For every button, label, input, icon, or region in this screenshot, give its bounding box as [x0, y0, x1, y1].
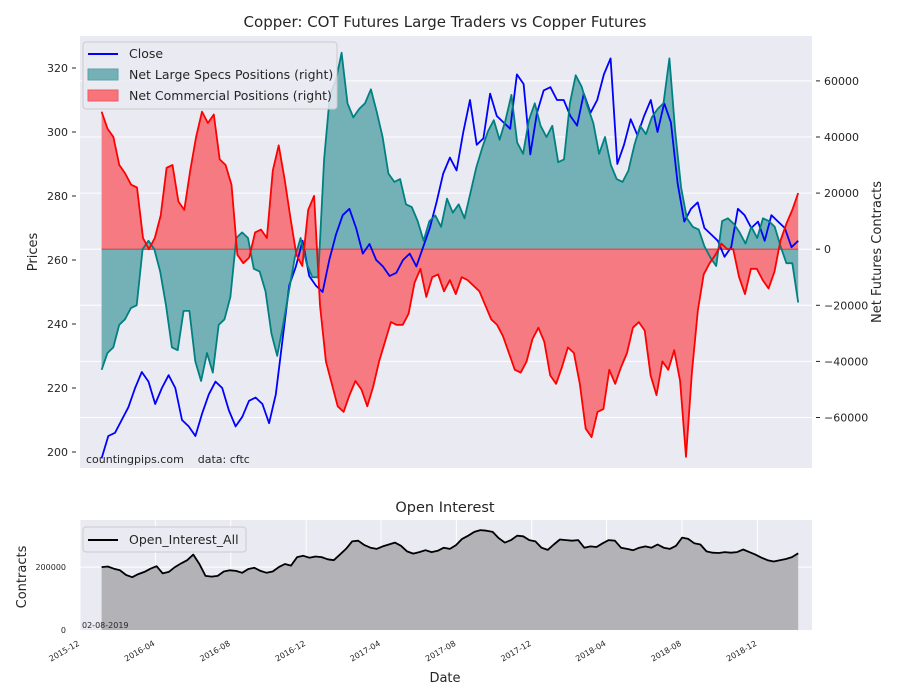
- ytick-label: 300: [47, 126, 68, 139]
- ytick-label: 220: [47, 382, 68, 395]
- top-yticks-right: −60000 −40000 −20000 0 20000 40000 60000: [816, 75, 868, 425]
- ytick-label: 200: [47, 446, 68, 459]
- legend-swatch-commercial: [87, 89, 119, 102]
- line-close: [100, 57, 799, 459]
- line-open-interest: [101, 529, 799, 579]
- ytick-right-label: 20000: [824, 187, 859, 200]
- top-yticks-left: 200 220 240 260 280 300 320: [47, 62, 76, 459]
- ytick-label: 260: [47, 254, 68, 267]
- legend-swatch-specs: [87, 68, 119, 81]
- bottom-yticks: 0 200000: [35, 563, 66, 635]
- bottom-legend: Open_Interest_All: [82, 526, 247, 553]
- top-chart-title: Copper: COT Futures Large Traders vs Cop…: [244, 13, 647, 31]
- ytick-right-label: −40000: [824, 355, 868, 368]
- ytick-right-label: −20000: [824, 299, 868, 312]
- bottom-ylabel: Contracts: [15, 545, 30, 608]
- legend-label-commercial: Net Commercial Positions (right): [129, 88, 332, 103]
- top-ylabel-left: Prices: [26, 233, 41, 272]
- xtick-label: 2017-04: [349, 639, 382, 664]
- line-net-large-specs: [100, 51, 800, 382]
- ytick-right-label: 40000: [824, 131, 859, 144]
- bottom-xlabel: Date: [429, 671, 460, 686]
- ytick-label: 200000: [35, 563, 66, 572]
- area-open-interest: [101, 530, 799, 630]
- legend-box: [82, 526, 247, 553]
- xtick-label: 2016-04: [123, 639, 156, 664]
- ytick-right-label: 60000: [824, 75, 859, 88]
- ytick-label: 0: [61, 626, 66, 635]
- ytick-label: 280: [47, 190, 68, 203]
- top-ylabel-right: Net Futures Contracts: [870, 181, 885, 323]
- xtick-label: 2017-08: [424, 639, 457, 664]
- bottom-fill: [101, 530, 799, 630]
- xtick-label: 2015-12: [48, 639, 81, 664]
- xtick-label: 2018-12: [725, 639, 758, 664]
- legend-label-open-interest: Open_Interest_All: [129, 532, 239, 547]
- xtick-label: 2017-12: [499, 639, 532, 664]
- ytick-right-label: −60000: [824, 412, 868, 425]
- top-fills: [101, 52, 799, 457]
- ytick-label: 320: [47, 62, 68, 75]
- xtick-label: 2016-12: [274, 639, 307, 664]
- xtick-label: 2018-08: [650, 639, 683, 664]
- legend-label-close: Close: [129, 46, 163, 61]
- xtick-label: 2018-04: [574, 639, 607, 664]
- top-annotation: countingpips.com data: cftc: [86, 453, 250, 466]
- bottom-chart-title: Open Interest: [395, 500, 495, 516]
- line-net-commercial: [100, 110, 800, 458]
- xtick-label: 2016-08: [198, 639, 231, 664]
- ytick-right-label: 0: [824, 243, 831, 256]
- bottom-annotation: 02-08-2019: [82, 621, 129, 630]
- legend-label-specs: Net Large Specs Positions (right): [129, 67, 333, 82]
- top-lines: [100, 51, 800, 459]
- area-net-large-specs: [101, 52, 799, 382]
- area-net-commercial: [101, 111, 799, 457]
- bottom-line: [101, 529, 799, 579]
- bottom-xticks: 2015-12 2016-04 2016-08 2016-12 2017-04 2017-…: [48, 639, 759, 664]
- ytick-label: 240: [47, 318, 68, 331]
- top-legend: Close Net Large Specs Positions (right) …: [82, 41, 338, 110]
- legend-box: [82, 41, 338, 110]
